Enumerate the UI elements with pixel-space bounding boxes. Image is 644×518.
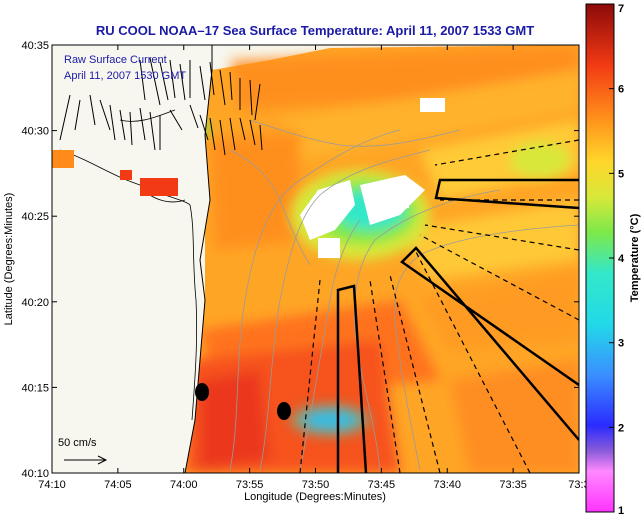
legend-line2: April 11, 2007 1530 GMT — [64, 70, 186, 82]
y-axis-label: Latitude (Degrees:Minutes) — [3, 193, 15, 326]
survey-lines — [299, 139, 579, 473]
shoreline-detail — [59, 109, 198, 421]
scale-arrow — [64, 455, 108, 465]
plot-area — [51, 44, 580, 474]
colorbar-tick-label: 5 — [618, 168, 624, 180]
x-tick-label: 73:50 — [302, 479, 330, 491]
colorbar-label: Temperature (°C) — [629, 213, 641, 302]
y-tick-label: 40:25 — [21, 211, 49, 223]
legend-line1: Raw Surface Current — [64, 54, 167, 66]
station-marker — [277, 402, 291, 420]
colorbar-tick-label: 1 — [618, 505, 624, 517]
y-tick-label: 40:10 — [21, 468, 49, 480]
y-tick-label: 40:35 — [21, 40, 49, 52]
x-tick-label: 73:55 — [236, 479, 264, 491]
x-tick-label: 74:10 — [38, 479, 66, 491]
colorbar-ticks: 1 2 3 4 5 6 7 — [609, 3, 625, 517]
x-tick-label: 74:05 — [104, 479, 132, 491]
x-tick-label: 74:00 — [170, 479, 198, 491]
x-axis: 74:10 74:05 74:00 73:55 73:50 73:45 73:40 73:35… — [38, 45, 590, 491]
colorbar-tick-label: 4 — [618, 253, 625, 265]
y-tick-label: 40:30 — [21, 126, 49, 138]
colorbar-tick-label: 3 — [618, 338, 624, 350]
no-data-gaps — [300, 98, 445, 258]
x-tick-label: 73:35 — [499, 479, 527, 491]
land — [52, 45, 213, 473]
colorbar-tick-label: 2 — [618, 422, 624, 434]
chart-title: RU COOL NOAA–17 Sea Surface Temperature:… — [96, 23, 534, 38]
colorbar-tick-label: 7 — [618, 3, 624, 15]
colorbar: 1 2 3 4 5 6 7 Temperature (°C) — [585, 3, 641, 517]
y-tick-label: 40:20 — [21, 297, 49, 309]
scale-label: 50 cm/s — [58, 437, 97, 449]
y-tick-label: 40:15 — [21, 382, 49, 394]
temperature-field — [52, 45, 579, 473]
colorbar-tick-label: 6 — [618, 84, 624, 96]
y-axis: 40:10 40:15 40:20 40:25 40:30 40:35 — [21, 40, 579, 480]
river-patches — [52, 150, 178, 196]
x-tick-label: 73:3 — [568, 479, 589, 491]
x-tick-label: 73:40 — [433, 479, 461, 491]
x-tick-label: 73:45 — [368, 479, 396, 491]
x-axis-label: Longitude (Degrees:Minutes) — [244, 491, 386, 503]
current-vectors — [59, 57, 263, 156]
sst-streaks — [185, 45, 579, 473]
station-marker — [195, 383, 209, 401]
bathymetry-contours — [229, 119, 579, 471]
